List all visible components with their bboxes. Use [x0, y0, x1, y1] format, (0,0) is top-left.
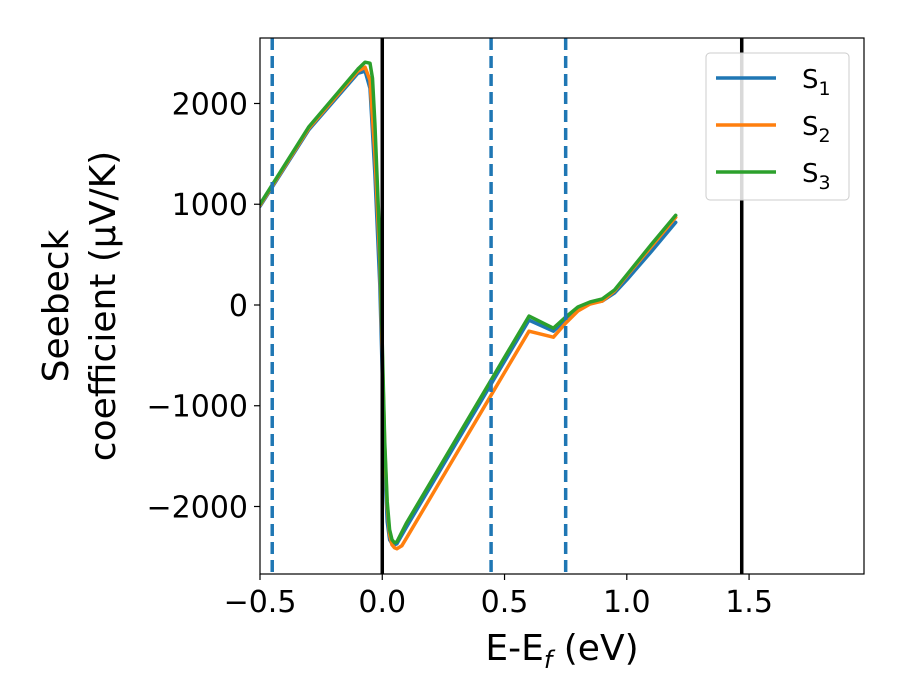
series-line-s2	[260, 65, 678, 551]
y-tick-label: −2000	[147, 490, 248, 525]
y-tick-label: 1000	[172, 188, 248, 223]
y-tick-label: −1000	[147, 390, 248, 425]
y-axis-label: Seebeck coefficient (μV/K)	[36, 151, 124, 461]
y-axis-label-line2: coefficient (μV/K)	[83, 151, 124, 461]
plot-area	[260, 38, 744, 574]
legend-label-s3: S3	[802, 159, 831, 194]
legend-box	[705, 52, 850, 201]
y-axis: 2000 1000 0 −1000 −2000	[147, 87, 260, 525]
x-tick-label: −0.5	[224, 585, 297, 620]
x-tick-label: 1.0	[603, 585, 651, 620]
y-axis-label-line1: Seebeck	[36, 229, 77, 382]
series-line-s1	[260, 69, 678, 547]
series-line-s3	[260, 60, 678, 545]
x-axis: −0.5 0.0 0.5 1.0 1.5	[224, 574, 773, 620]
legend: S1 S2 S3	[705, 52, 850, 201]
legend-label-s1: S1	[802, 65, 831, 100]
y-tick-label: 2000	[172, 87, 248, 122]
y-tick-label: 0	[229, 289, 248, 324]
x-tick-label: 1.5	[725, 585, 773, 620]
plot-frame	[259, 37, 865, 575]
x-tick-label: 0.5	[481, 585, 529, 620]
legend-label-s2: S2	[802, 112, 831, 147]
x-tick-label: 0.0	[358, 585, 406, 620]
x-axis-label: E-Ef (eV)	[485, 628, 638, 674]
